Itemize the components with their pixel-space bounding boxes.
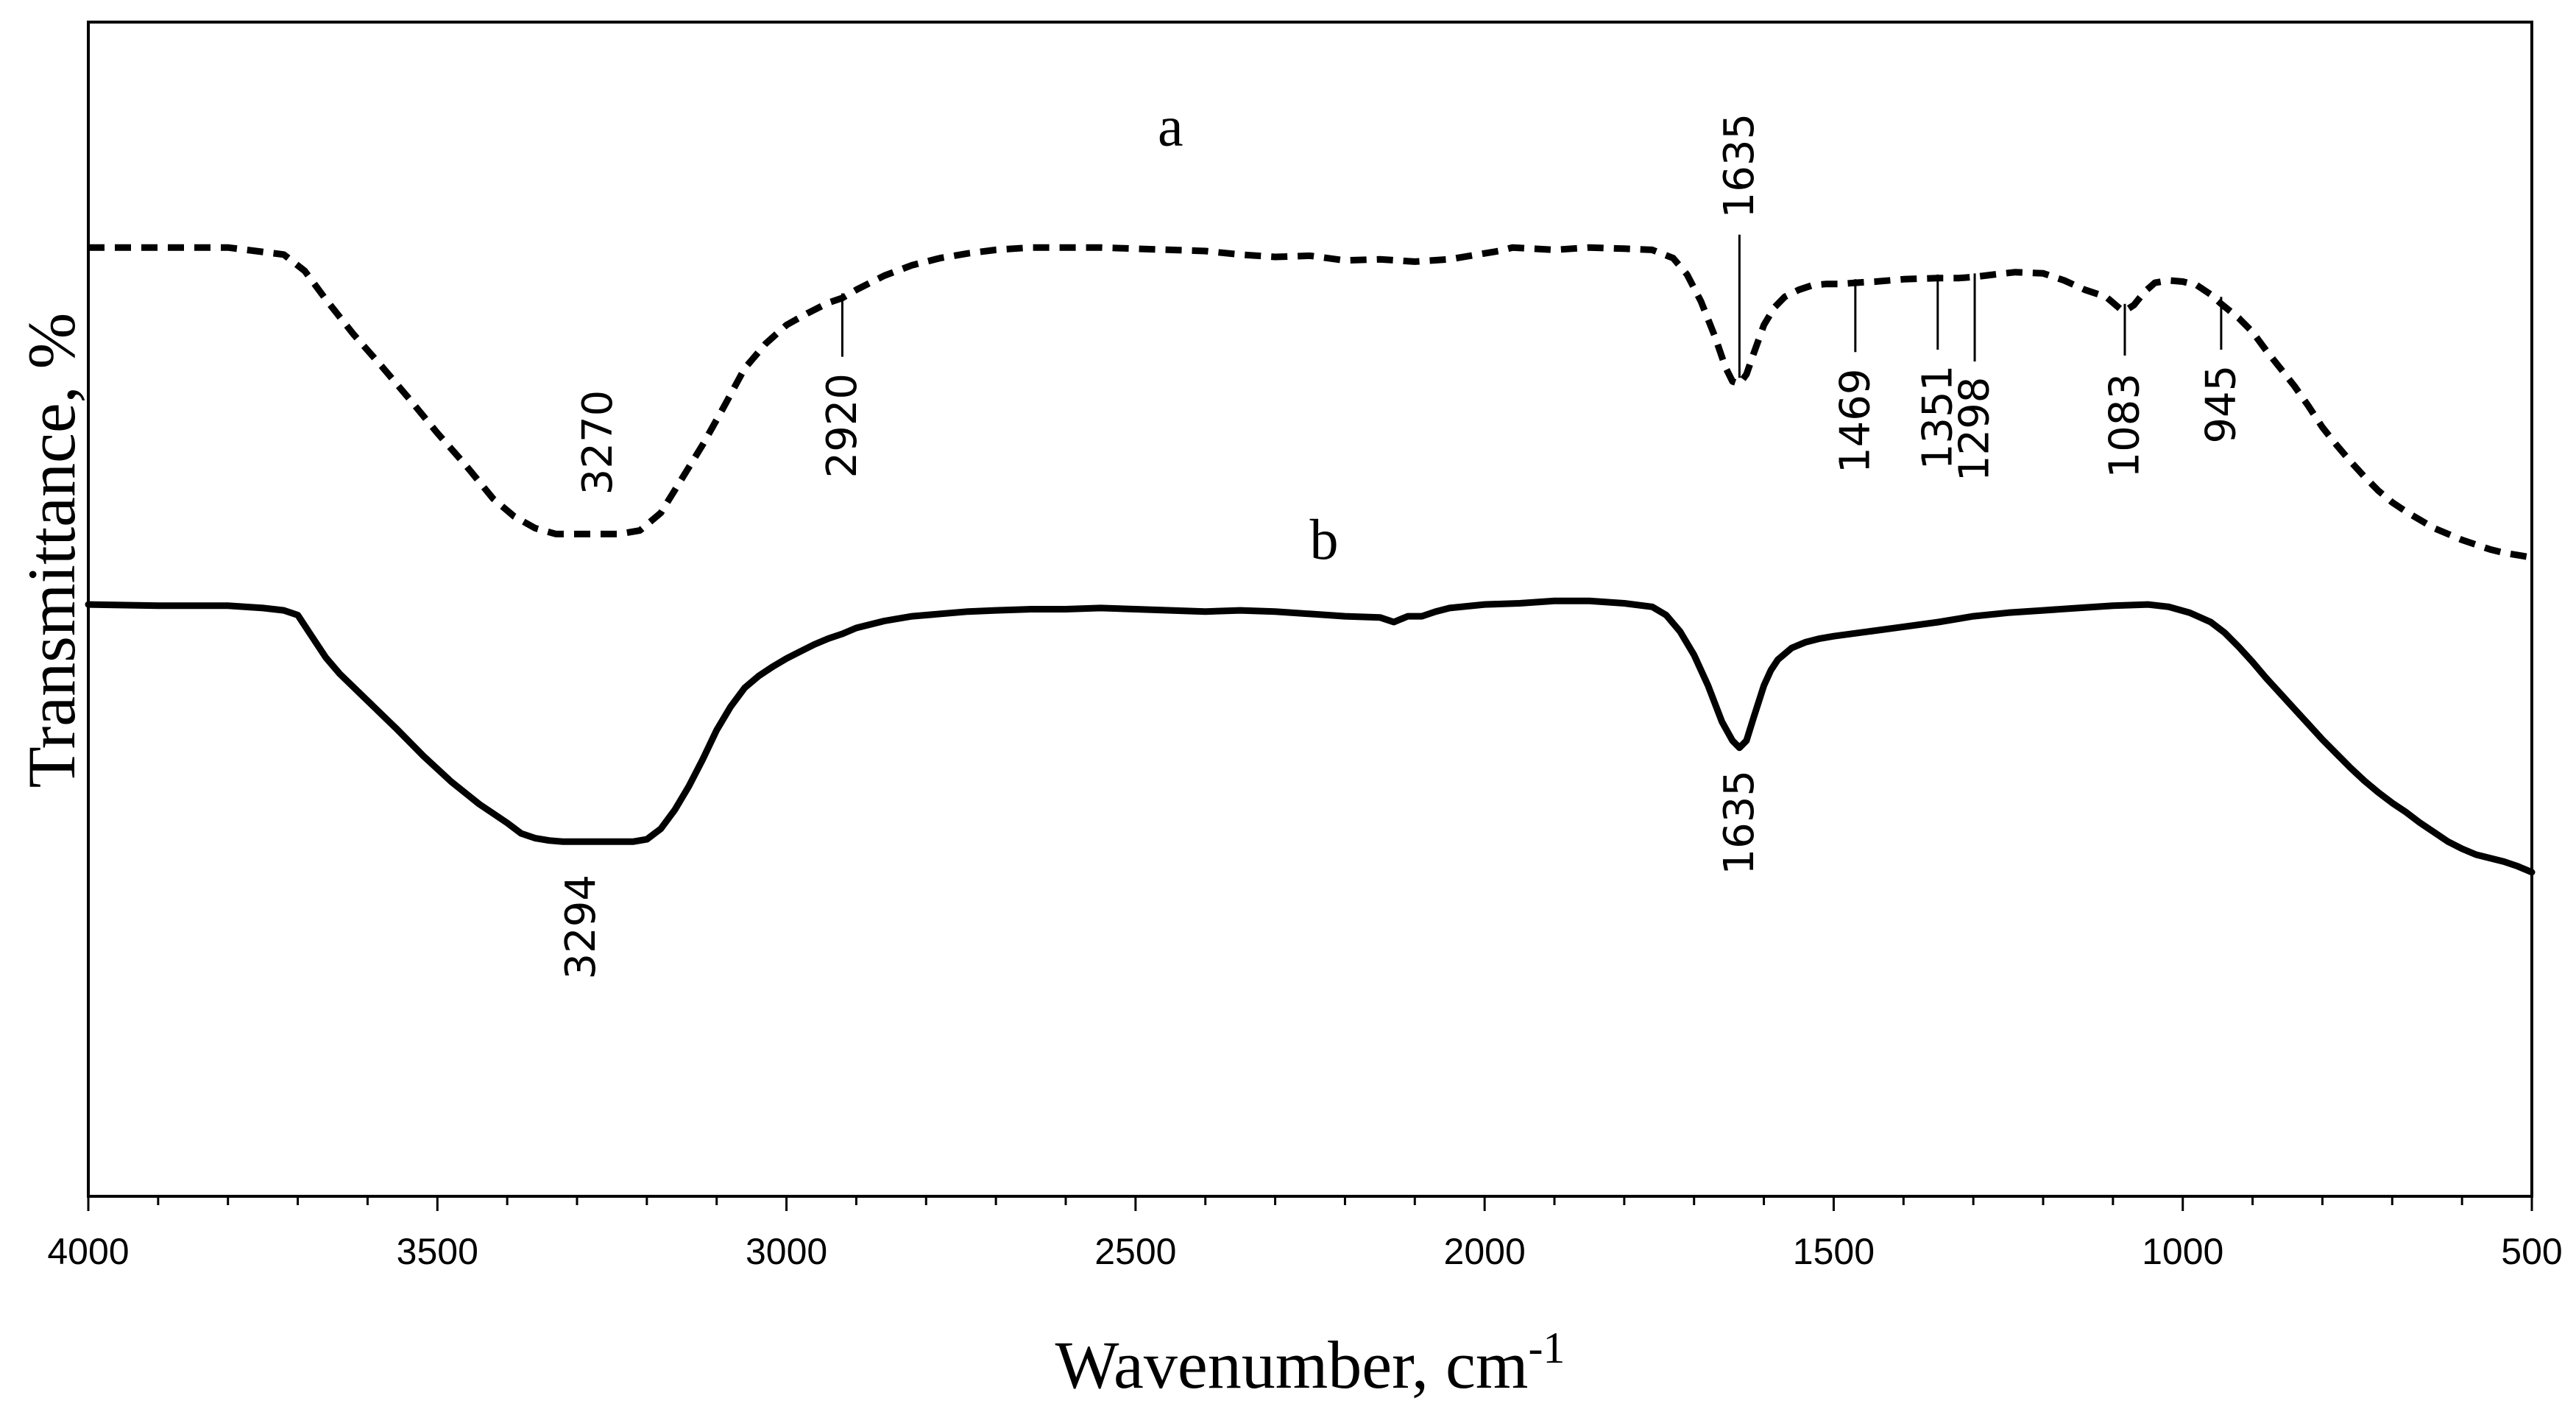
- peak-label-a-2920: 2920: [818, 373, 866, 479]
- peak-label-a-1298: 1298: [1950, 377, 1998, 482]
- series-label-b: b: [1309, 507, 1338, 571]
- series-label-a: a: [1158, 93, 1183, 158]
- peak-label-a-1469: 1469: [1831, 368, 1879, 473]
- x-axis-ticks: 4000 3500 3000 2500 2000 1500 1000 500: [47, 1196, 2563, 1272]
- peak-label-b-3294: 3294: [557, 875, 605, 980]
- x-tick-label-3500: 3500: [397, 1231, 478, 1272]
- x-tick-label-3000: 3000: [746, 1231, 827, 1272]
- x-tick-label-2500: 2500: [1094, 1231, 1176, 1272]
- x-tick-label-2000: 2000: [1444, 1231, 1526, 1272]
- series-layer: ab: [85, 93, 2536, 876]
- x-tick-label-4000: 4000: [47, 1231, 129, 1272]
- peak-label-a-3270: 3270: [574, 390, 622, 495]
- x-axis-title-text: Wavenumber, cm: [1055, 1327, 1529, 1402]
- series-b-line: [85, 597, 2536, 876]
- peak-label-a-1083: 1083: [2101, 373, 2149, 479]
- peak-label-a-1635: 1635: [1716, 113, 1763, 219]
- peak-label-b-1635: 1635: [1716, 770, 1763, 875]
- peak-label-a-945: 945: [2197, 365, 2245, 444]
- y-axis-title: Transmittance, %: [14, 313, 89, 788]
- x-axis-title-superscript: -1: [1528, 1324, 1565, 1372]
- x-tick-label-1500: 1500: [1793, 1231, 1875, 1272]
- plot-frame: [87, 21, 2533, 1198]
- x-tick-label-1000: 1000: [2142, 1231, 2223, 1272]
- peak-label-a-1351: 1351: [1914, 365, 1961, 470]
- x-axis-title: Wavenumber, cm-1: [1055, 1324, 1565, 1402]
- x-tick-label-500: 500: [2501, 1231, 2562, 1272]
- series-a-line: [88, 244, 2533, 561]
